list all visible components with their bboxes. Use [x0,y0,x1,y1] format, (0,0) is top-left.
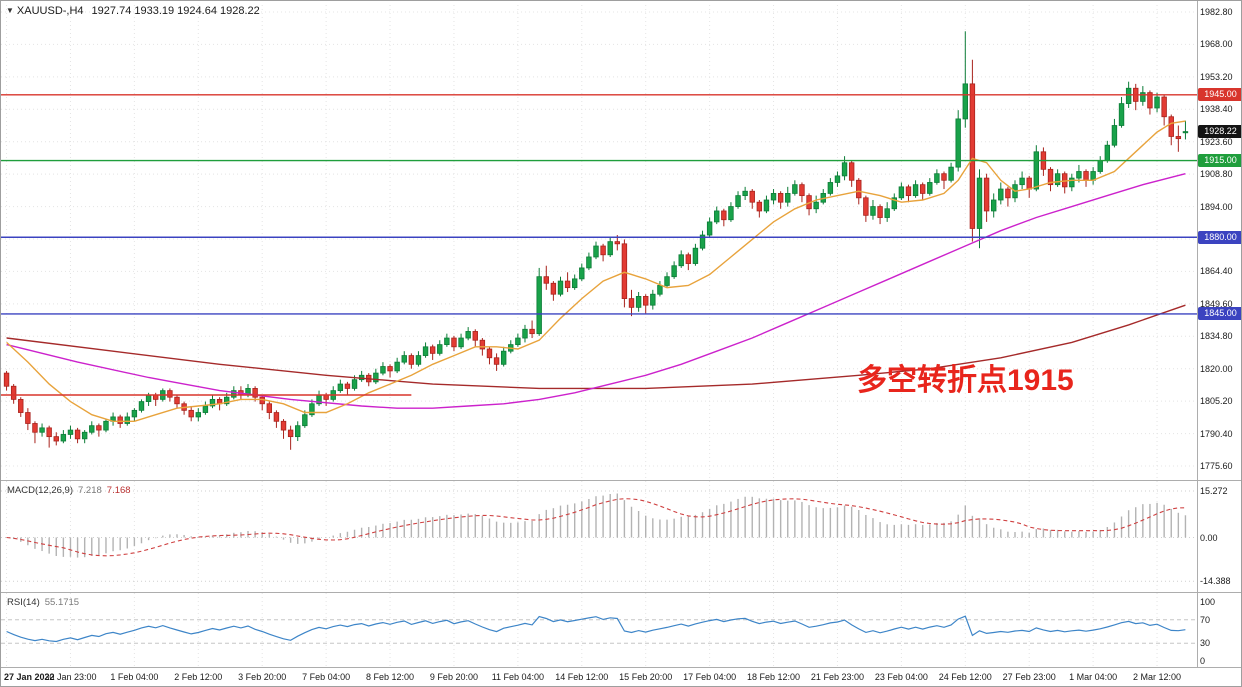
macd-axis-label: 0.00 [1200,532,1218,543]
rsi-indicator-label: RSI(14) 55.1715 [7,597,79,608]
time-axis-label: 14 Feb 12:00 [555,672,609,682]
rsi-line [6,615,1186,643]
time-axis-label: 27 Feb 23:00 [1002,672,1056,682]
current-price-badge: 1928.22 [1198,125,1241,139]
price-axis-label: 1820.00 [1200,363,1233,374]
ma-line-slow [6,304,1186,390]
time-axis-label: 7 Feb 04:00 [302,672,351,682]
ohlc-values-label: 1927.74 1933.19 1924.64 1928.22 [91,5,260,17]
chart-annotation-text: 多空转折点1915 [857,364,1074,397]
price-axis-label: 1849.60 [1200,298,1233,309]
time-axis-label: 1 Mar 04:00 [1069,672,1118,682]
symbol-timeframe-label: XAUUSD-,H4 [16,5,84,17]
price-axis-label: 1953.20 [1200,71,1233,82]
price-axis-label: 1982.80 [1200,7,1233,17]
time-axis-label: 1 Feb 04:00 [110,672,159,682]
time-axis-label: 17 Feb 04:00 [683,672,737,682]
rsi-axis-label: 70 [1200,614,1211,625]
price-axis-label: 1790.40 [1200,428,1233,439]
price-axis-label: 1938.40 [1200,104,1233,115]
time-axis-label: 15 Feb 20:00 [619,672,673,682]
price-axis-label: 1923.60 [1200,136,1233,147]
rsi-name: RSI(14) [7,597,40,608]
time-axis[interactable]: 27 Jan 2022 30 Jan 23:00 1 Feb 04:00 2 Feb … [1,668,1241,686]
macd-name: MACD(12,26,9) [7,485,73,496]
macd-signal-line [6,498,1186,557]
time-axis-label: 21 Feb 23:00 [810,672,864,682]
time-axis-label: 3 Feb 20:00 [238,672,287,682]
ma-line-mid [6,173,1186,409]
price-line-badge-1915.00: 1915.00 [1198,154,1241,168]
rsi-value: 55.1715 [44,597,80,608]
candles [3,31,1189,450]
panel-separators [1,1,1241,668]
price-axis-label: 1805.20 [1200,396,1233,407]
rsi-axis-label: 100 [1200,597,1216,607]
symbol-triangle-icon: ▼ [6,6,14,15]
price-line-badge-1845.00: 1845.00 [1198,307,1241,321]
time-axis-label: 18 Feb 12:00 [747,672,801,682]
time-axis-label: 23 Feb 04:00 [874,672,928,682]
price-axis-label: 1775.60 [1200,461,1233,471]
macd-indicator-label: MACD(12,26,9) 7.218 7.168 [7,485,131,496]
price-axis-label: 1968.00 [1200,39,1233,50]
time-axis-label: 8 Feb 12:00 [366,672,415,682]
symbol-ohlc-header: ▼ XAUUSD-,H4 1927.74 1933.19 1924.64 1928.… [6,5,260,17]
price-axis-label: 1894.00 [1200,201,1233,212]
macd-signal-value: 7.168 [106,485,131,496]
price-line-badge-1945.00: 1945.00 [1198,88,1241,102]
time-axis-label: 30 Jan 23:00 [44,672,97,682]
time-axis-label: 2 Feb 12:00 [174,672,223,682]
price-axis[interactable]: 1982.80 1968.00 1953.20 1938.40 1923.60 1908.… [1198,1,1241,668]
time-axis-label: 27 Jan 2022 [4,672,55,682]
macd-main-value: 7.218 [78,485,102,496]
moving-averages [6,120,1186,422]
gridlines [1,5,1197,667]
macd-axis-label: -14.388 [1200,576,1231,587]
rsi-axis-label: 30 [1200,638,1211,649]
price-line-badge-1880.00: 1880.00 [1198,230,1241,244]
ma-line-fast [6,120,1186,422]
price-axis-label: 1908.80 [1200,169,1233,180]
time-axis-label: 9 Feb 20:00 [429,672,478,682]
price-axis-label: 1834.80 [1200,331,1233,342]
macd-axis-label: 15.272 [1200,485,1228,496]
time-axis-label: 24 Feb 12:00 [938,672,992,682]
horizontal-lines [1,94,1197,396]
price-axis-label: 1864.40 [1200,266,1233,277]
time-axis-label: 2 Mar 12:00 [1133,672,1182,682]
rsi-axis-label: 0 [1200,656,1206,666]
time-axis-label: 11 Feb 04:00 [491,672,545,682]
indicator-plots [6,493,1187,643]
